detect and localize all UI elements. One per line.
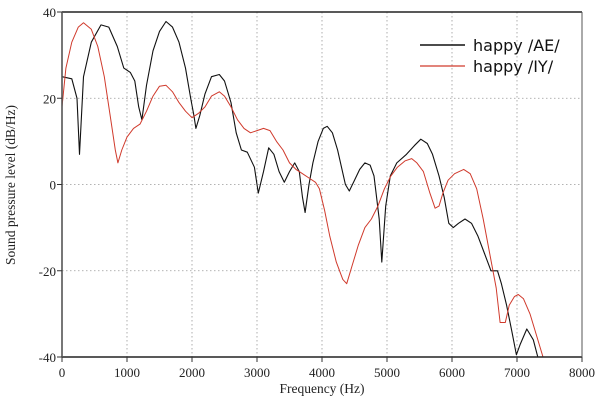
y-tick-label: 40 (43, 5, 56, 20)
y-tick-label: -40 (39, 350, 56, 365)
x-tick-label: 5000 (374, 365, 400, 380)
series-line-iy (61, 22, 544, 358)
x-axis-title: Frequency (Hz) (279, 381, 364, 396)
legend-label-ae: happy /AE/ (473, 36, 560, 55)
x-tick-label: 6000 (439, 365, 465, 380)
x-tick-label: 8000 (569, 365, 595, 380)
y-tick-label: 20 (43, 91, 56, 106)
x-tick-label: 2000 (179, 365, 205, 380)
legend: happy /AE/ happy /IY/ (420, 36, 560, 76)
series-line-ae (61, 20, 539, 358)
x-tick-label: 0 (59, 365, 66, 380)
y-tick-label: 0 (50, 178, 57, 193)
data-series (61, 20, 544, 358)
x-tick-label: 4000 (309, 365, 335, 380)
x-axis-ticks: 0 1000 2000 3000 4000 5000 6000 7000 8000 (59, 357, 595, 380)
legend-label-iy: happy /IY/ (473, 57, 554, 76)
x-tick-label: 3000 (244, 365, 270, 380)
y-axis-ticks: -40 -20 0 20 40 (39, 5, 62, 365)
y-axis-title: Sound pressure level (dB/Hz) (3, 105, 18, 265)
x-tick-label: 1000 (114, 365, 140, 380)
x-tick-label: 7000 (504, 365, 530, 380)
y-tick-label: -20 (39, 264, 56, 279)
